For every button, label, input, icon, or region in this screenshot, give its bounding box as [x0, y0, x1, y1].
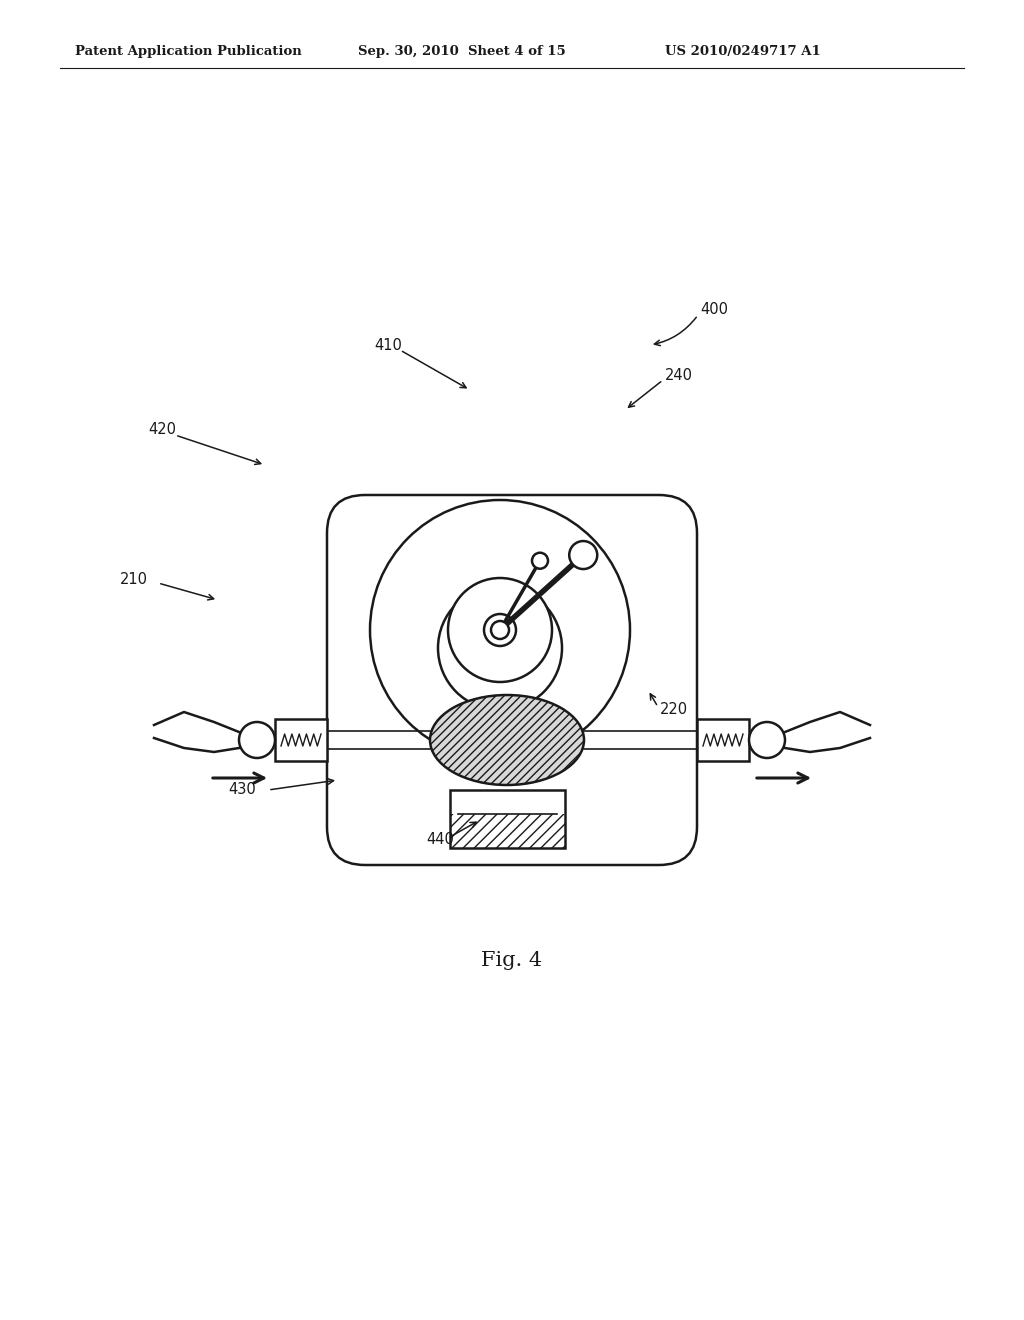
Bar	[697, 719, 749, 762]
Circle shape	[438, 586, 562, 710]
Bar	[450, 789, 564, 847]
Circle shape	[749, 722, 785, 758]
Text: Fig. 4: Fig. 4	[481, 950, 543, 969]
Text: 440: 440	[426, 833, 454, 847]
Circle shape	[569, 541, 597, 569]
Text: Patent Application Publication: Patent Application Publication	[75, 45, 302, 58]
Circle shape	[239, 722, 275, 758]
Circle shape	[449, 578, 552, 682]
Circle shape	[484, 614, 516, 645]
Text: 400: 400	[700, 302, 728, 318]
Bar	[450, 814, 564, 847]
Text: US 2010/0249717 A1: US 2010/0249717 A1	[665, 45, 821, 58]
Circle shape	[532, 553, 548, 569]
Circle shape	[370, 500, 630, 760]
Text: Sep. 30, 2010  Sheet 4 of 15: Sep. 30, 2010 Sheet 4 of 15	[358, 45, 565, 58]
Text: 210: 210	[120, 573, 148, 587]
Text: 220: 220	[660, 702, 688, 718]
Ellipse shape	[430, 696, 584, 785]
Text: 430: 430	[228, 783, 256, 797]
Bar	[275, 719, 327, 762]
Text: 420: 420	[148, 422, 176, 437]
Circle shape	[490, 620, 509, 639]
FancyBboxPatch shape	[327, 495, 697, 865]
Text: 240: 240	[665, 367, 693, 383]
Text: 410: 410	[374, 338, 402, 352]
